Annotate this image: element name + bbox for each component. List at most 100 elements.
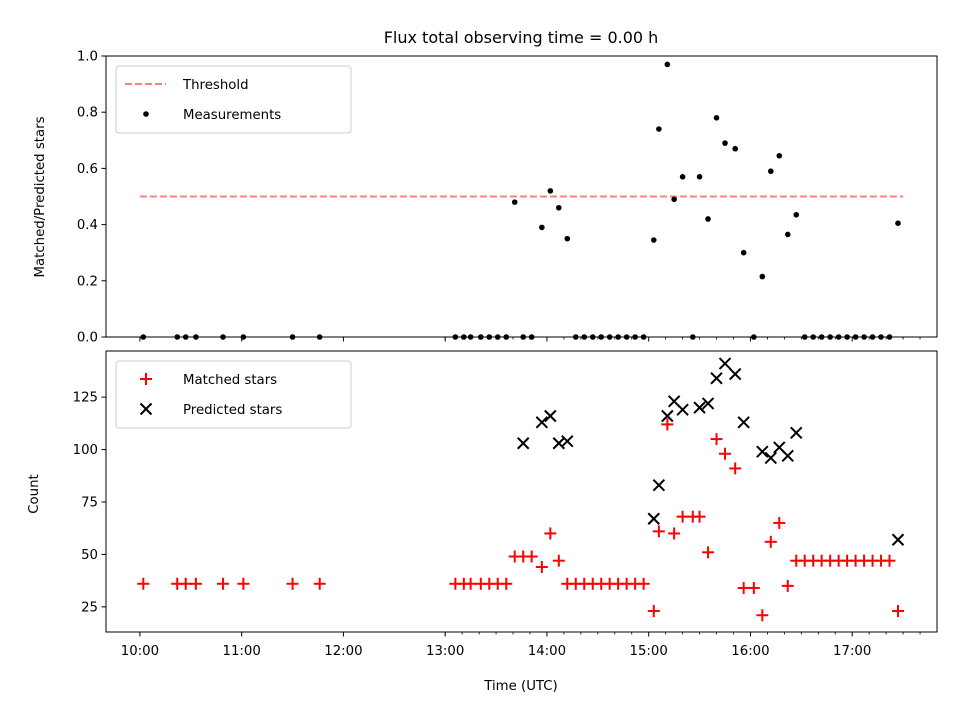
matched-stars-point [189, 577, 202, 590]
matched-stars-point [737, 581, 750, 594]
measurement-point [598, 334, 605, 340]
measurement-point [589, 334, 596, 340]
measurement-point [827, 334, 833, 340]
x-tick-label: 11:00 [223, 644, 261, 659]
measurement-point [494, 334, 501, 340]
measurement-point [477, 334, 484, 340]
top-y-tick-label: 1.0 [77, 50, 98, 65]
measurement-point [713, 115, 720, 121]
measurement-point [740, 249, 747, 256]
top-y-tick-label: 0.0 [77, 331, 98, 346]
top-legend-label: Threshold [182, 78, 249, 93]
measurement-point [705, 216, 711, 222]
bottom-y-tick-label: 75 [81, 495, 98, 510]
matched-stars-point [552, 554, 565, 567]
measurement-point [316, 334, 323, 340]
measurement-point [539, 224, 545, 231]
predicted-stars-point [891, 533, 905, 546]
measurement-point [486, 334, 493, 340]
matched-stars-point [756, 609, 769, 622]
matched-stars-point [500, 577, 513, 590]
matched-stars-point [137, 577, 150, 590]
matched-stars-point [781, 579, 794, 592]
x-tick-label: 13:00 [426, 644, 464, 659]
matched-stars-point [773, 516, 786, 529]
bottom-y-tick-label: 100 [73, 443, 98, 458]
measurement-point [467, 334, 474, 340]
measurement-point [818, 334, 825, 340]
top-y-tick-label: 0.2 [77, 274, 98, 289]
measurement-point [776, 152, 783, 159]
measurement-point [895, 220, 901, 226]
top-chart: 0.0 0.2 0.4 0.6 0.8 1.0 Threshold Measurements [77, 50, 938, 346]
measurement-point [722, 140, 728, 146]
measurement-point [632, 334, 638, 340]
top-y-tick-label: 0.6 [77, 162, 98, 177]
measurement-point [793, 211, 800, 218]
predicted-stars-point [790, 426, 803, 439]
predicted-stars-point [652, 479, 666, 492]
predicted-stars-point [728, 367, 742, 381]
matched-stars-point [179, 577, 192, 590]
predicted-stars-point [561, 434, 574, 448]
predicted-stars-point [781, 449, 794, 463]
matched-stars-point [747, 581, 760, 594]
measurement-point [556, 204, 562, 211]
matched-stars-point [719, 447, 732, 460]
measurement-point [640, 334, 647, 340]
measurement-point [861, 334, 867, 340]
predicted-stars-point [647, 512, 660, 525]
legend-measurements-swatch [143, 111, 149, 117]
matched-stars-point [313, 577, 326, 590]
measurement-point [656, 126, 662, 132]
measurement-point [606, 334, 613, 340]
matched-stars-point [535, 560, 548, 573]
measurement-point [240, 334, 247, 340]
x-tick-label: 17:00 [833, 644, 871, 659]
predicted-stars-point [661, 409, 674, 423]
measurement-point [511, 199, 518, 205]
measurement-point [220, 334, 226, 340]
predicted-stars-point [737, 416, 750, 429]
measurement-point [810, 334, 816, 340]
matched-stars-point [891, 605, 904, 618]
matched-stars-point [676, 510, 689, 523]
measurement-point [564, 235, 571, 242]
legend-predicted-swatch [139, 402, 153, 416]
bottom-y-axis-label: Count [27, 474, 42, 514]
matched-stars-point [544, 527, 557, 540]
measurement-point [623, 334, 630, 340]
top-chart-title: Flux total observing time = 0.00 h [384, 28, 659, 47]
x-axis-label: Time (UTC) [483, 679, 558, 694]
measurement-point [671, 196, 677, 203]
bottom-axes-frame [105, 350, 938, 633]
measurement-point [452, 334, 459, 340]
matched-stars-point [729, 462, 742, 475]
matched-stars-point [637, 577, 650, 590]
predicted-stars-point [544, 409, 557, 423]
bottom-y-tick-label: 25 [81, 600, 98, 615]
measurement-point [182, 334, 189, 340]
predicted-stars-point [764, 451, 778, 465]
measurement-point [759, 273, 766, 280]
matched-stars-point [647, 605, 660, 618]
measurement-point [844, 334, 850, 340]
top-y-tick-label: 0.8 [77, 106, 98, 121]
top-legend-box [115, 65, 352, 134]
measurement-point [886, 334, 893, 340]
matched-stars-point [710, 433, 723, 446]
bottom-legend-box [115, 360, 352, 429]
x-tick-label: 14:00 [528, 644, 566, 659]
matched-stars-point [702, 546, 715, 559]
legend-matched-swatch [140, 373, 152, 385]
measurement-point [615, 334, 621, 340]
x-tick-label: 16:00 [731, 644, 769, 659]
measurement-point [784, 231, 791, 238]
measurement-point [193, 334, 199, 340]
matched-stars-point [525, 550, 538, 563]
top-y-tick-label: 0.4 [77, 218, 98, 233]
matched-stars-point [693, 510, 706, 523]
predicted-stars-point [535, 416, 549, 429]
predicted-stars-point [710, 372, 723, 385]
measurement-point [174, 334, 181, 340]
